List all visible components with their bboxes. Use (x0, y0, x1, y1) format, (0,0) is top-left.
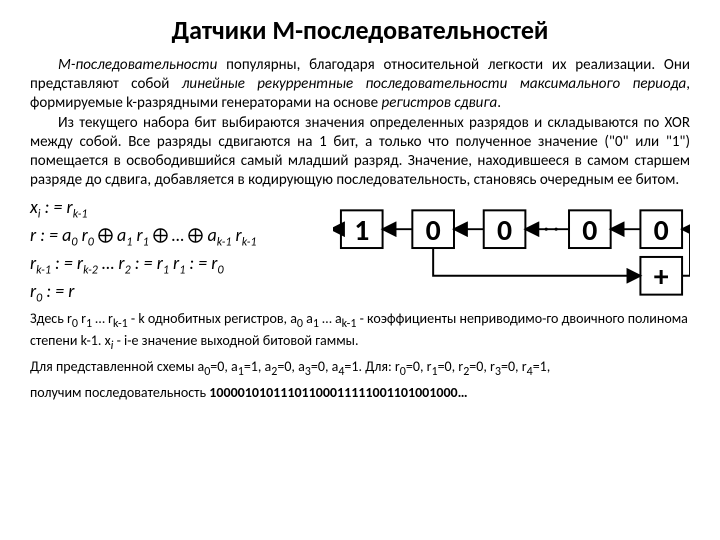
shift-register-diagram: 1 0 0 0 0 + (333, 205, 690, 297)
footnote-2: Для представленной схемы a0=0, a1=1, a2=… (30, 358, 690, 380)
svg-text:+: + (654, 259, 669, 295)
footnote-3: получим последовательность 1000010101110… (30, 384, 690, 402)
svg-text:0: 0 (426, 212, 441, 248)
svg-text:0: 0 (497, 212, 512, 248)
paragraph-2: Из текущего набора бит выбираются значен… (30, 114, 690, 189)
xor-icon (188, 228, 203, 243)
paragraph-1: М-последовательности популярны, благодар… (30, 56, 690, 112)
footnote-1: Здесь r0 r1 … rk-1 - k однобитных регист… (30, 310, 690, 354)
svg-text:1: 1 (354, 212, 369, 248)
formula-block: xi : = rk-1 r : = a0 r0 a1 r1 … ak-1 rk-… (30, 195, 325, 306)
xor-icon (98, 228, 113, 243)
formula-and-diagram-row: xi : = rk-1 r : = a0 r0 a1 r1 … ak-1 rk-… (30, 195, 690, 306)
svg-text:0: 0 (654, 212, 669, 248)
page-title: Датчики М-последовательностей (30, 14, 690, 46)
xor-icon (153, 228, 168, 243)
svg-text:0: 0 (582, 212, 597, 248)
